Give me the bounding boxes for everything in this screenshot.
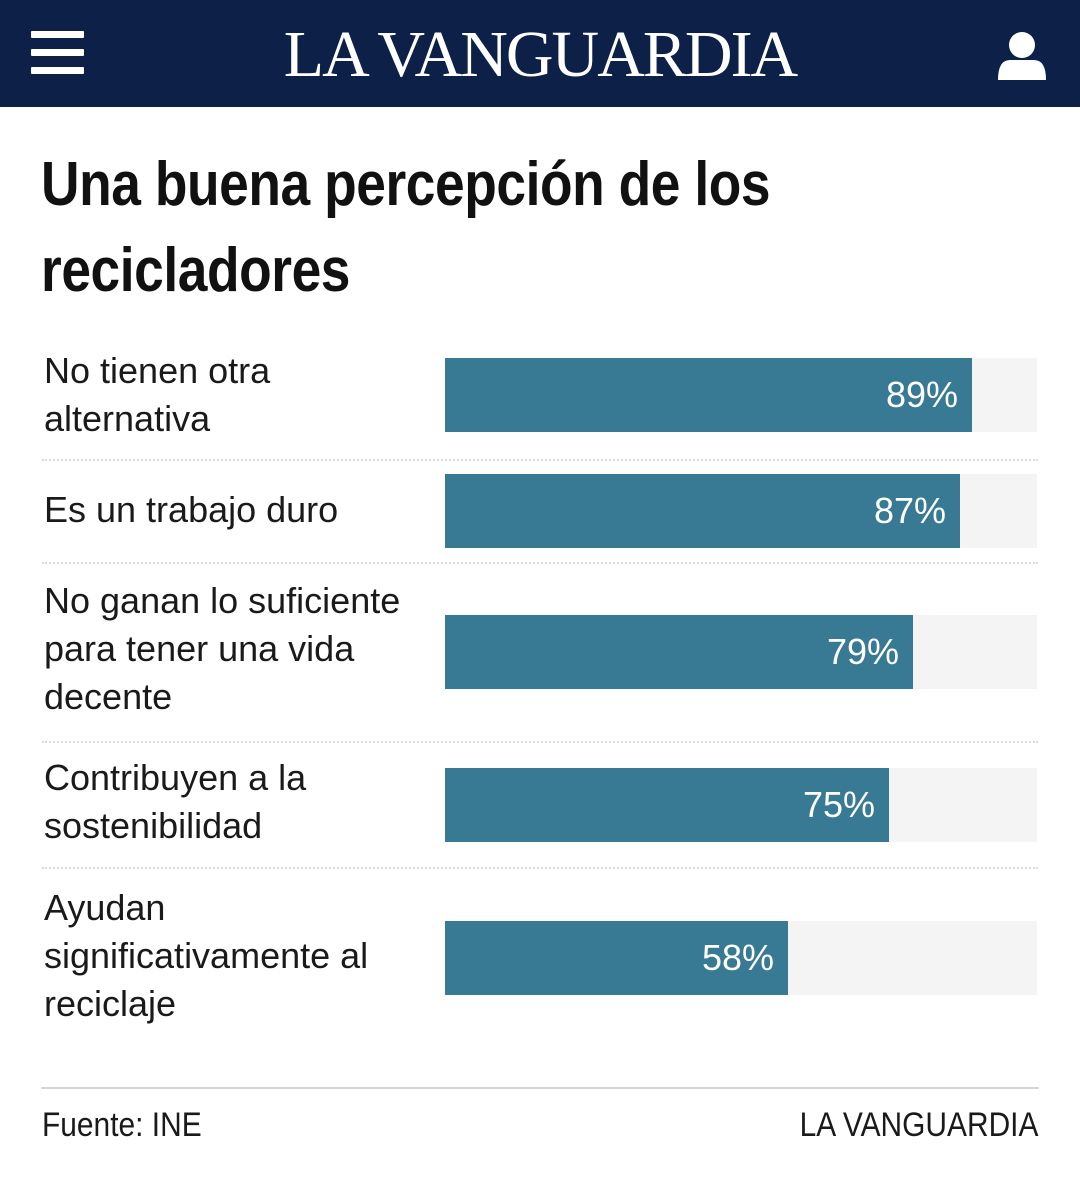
bar: 58% bbox=[445, 921, 788, 995]
category-label: No tienen otra alternativa bbox=[44, 350, 271, 439]
row-divider bbox=[42, 867, 1038, 869]
row-divider bbox=[42, 459, 1038, 461]
bar-track: 79% bbox=[445, 615, 1037, 689]
chart-title: Una buena percepción de los recicladores bbox=[41, 150, 771, 305]
category-label: Ayudan significativamente al reciclaje bbox=[44, 887, 369, 1024]
top-navigation-bar: LA VANGUARDIA bbox=[0, 0, 1080, 107]
category-label: Es un trabajo duro bbox=[44, 489, 339, 530]
bar: 89% bbox=[445, 358, 972, 432]
row-divider bbox=[42, 741, 1038, 743]
bar: 79% bbox=[445, 615, 913, 689]
bar-value-label: 89% bbox=[885, 374, 958, 415]
hamburger-menu-icon[interactable] bbox=[31, 31, 84, 74]
bar-value-label: 87% bbox=[873, 490, 946, 531]
bar-value-label: 75% bbox=[802, 784, 875, 825]
bar-value-label: 79% bbox=[826, 631, 899, 672]
bar-track: 89% bbox=[445, 358, 1037, 432]
source-note: Fuente: INE bbox=[42, 1106, 202, 1144]
bar-value-label: 58% bbox=[701, 937, 774, 978]
bar-track: 87% bbox=[445, 474, 1037, 548]
site-logo[interactable]: LA VANGUARDIA bbox=[283, 18, 798, 91]
bar: 87% bbox=[445, 474, 960, 548]
category-label: Contribuyen a la sostenibilidad bbox=[44, 757, 307, 846]
footer-divider bbox=[41, 1087, 1039, 1089]
bar-track: 58% bbox=[445, 921, 1037, 995]
user-account-icon[interactable] bbox=[996, 30, 1048, 82]
bar: 75% bbox=[445, 768, 889, 842]
row-divider bbox=[42, 562, 1038, 564]
category-label: No ganan lo suficiente para tener una vi… bbox=[44, 580, 401, 717]
bar-track: 75% bbox=[445, 768, 1037, 842]
footer-brand: LA VANGUARDIA bbox=[799, 1106, 1038, 1144]
